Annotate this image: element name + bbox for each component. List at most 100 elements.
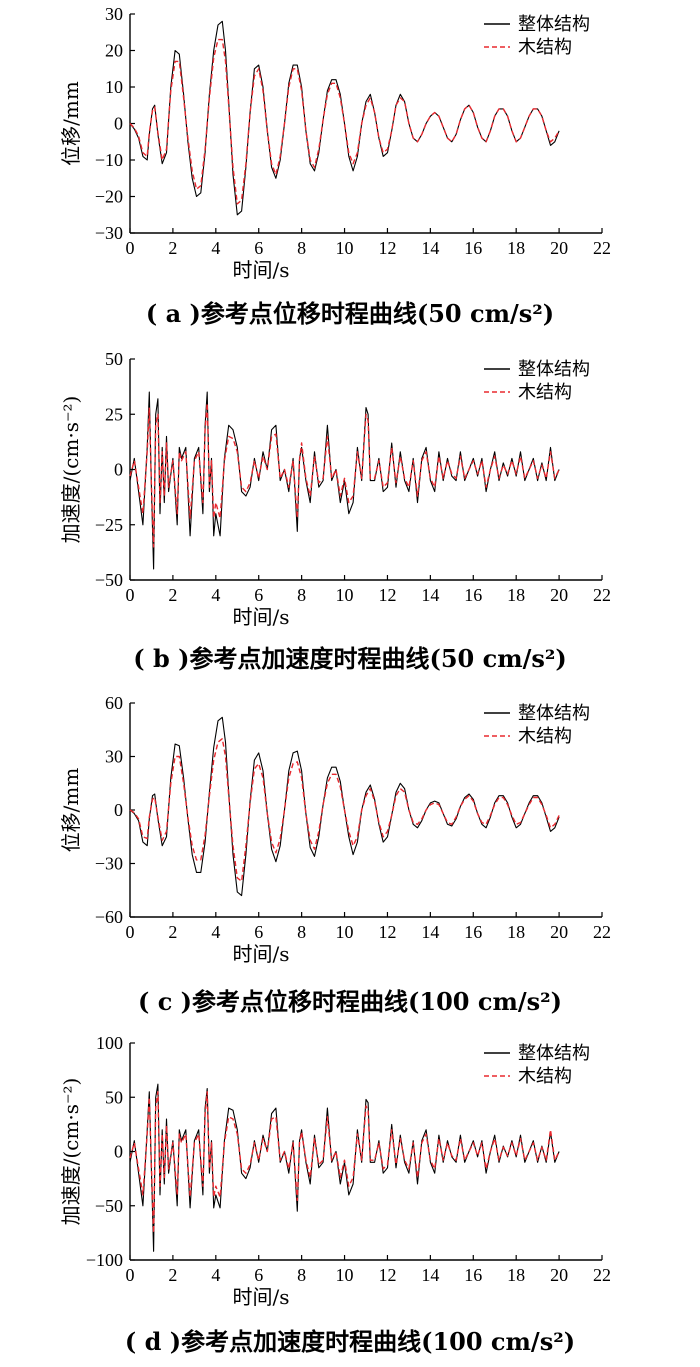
x-tick-label: 18 xyxy=(507,922,525,942)
x-tick-label: 0 xyxy=(126,238,135,258)
legend-label: 整体结构 xyxy=(518,359,590,380)
x-tick-label: 4 xyxy=(211,922,220,942)
x-tick-label: 18 xyxy=(507,585,525,605)
x-tick-label: 22 xyxy=(593,238,611,258)
legend-label: 整体结构 xyxy=(518,1043,590,1064)
x-tick-label: 8 xyxy=(297,238,306,258)
x-tick-label: 20 xyxy=(550,1265,568,1285)
y-tick-label: −30 xyxy=(95,854,123,874)
x-axis-label: 时间/s xyxy=(232,258,289,282)
x-tick-label: 0 xyxy=(126,1265,135,1285)
x-tick-label: 6 xyxy=(254,922,263,942)
chart-panel-c: 0 2 4 6 8 10 12 14 16 18 20 22 −60 −30 0 30 60 时间/s 位移/mm 整… xyxy=(59,693,611,1016)
legend-label: 木结构 xyxy=(518,37,572,58)
x-tick-label: 6 xyxy=(254,1265,263,1285)
x-tick-label: 8 xyxy=(297,922,306,942)
x-tick-label: 10 xyxy=(336,1265,354,1285)
legend-label: 木结构 xyxy=(518,1066,572,1087)
x-tick-label: 4 xyxy=(211,238,220,258)
y-axis-label: 位移/mm xyxy=(59,81,83,166)
y-tick-label: −50 xyxy=(95,570,123,590)
chart-panel-d: 0 2 4 6 8 10 12 14 16 18 20 22 −100 −50 0 50 100 时间/s 加速度/… xyxy=(59,1033,611,1356)
y-tick-label: −60 xyxy=(95,907,123,927)
y-tick-label: 0 xyxy=(114,460,123,480)
panel-caption: ( d )参考点加速度时程曲线(100 cm/s²) xyxy=(125,1327,575,1356)
x-tick-label: 20 xyxy=(550,238,568,258)
x-tick-label: 12 xyxy=(378,238,396,258)
x-tick-label: 12 xyxy=(378,585,396,605)
y-tick-label: −50 xyxy=(95,1196,123,1216)
y-tick-label: −25 xyxy=(95,515,123,535)
y-tick-label: 0 xyxy=(114,800,123,820)
x-tick-label: 16 xyxy=(464,1265,482,1285)
y-tick-label: −20 xyxy=(95,187,123,207)
x-tick-label: 6 xyxy=(254,585,263,605)
panel-caption: ( c )参考点位移时程曲线(100 cm/s²) xyxy=(138,987,562,1016)
x-tick-label: 22 xyxy=(593,922,611,942)
x-tick-label: 16 xyxy=(464,238,482,258)
x-tick-label: 10 xyxy=(336,922,354,942)
y-tick-label: 20 xyxy=(105,41,123,61)
y-tick-label: 50 xyxy=(105,1087,123,1107)
series-line-wood-structure xyxy=(129,738,560,882)
series-line-wood-structure xyxy=(129,1091,560,1234)
x-axis-label: 时间/s xyxy=(232,1285,289,1309)
x-tick-label: 12 xyxy=(378,922,396,942)
legend-label: 整体结构 xyxy=(518,14,590,35)
x-tick-label: 2 xyxy=(168,238,177,258)
panel-caption: ( a )参考点位移时程曲线(50 cm/s²) xyxy=(146,299,554,328)
series-line-wood-structure xyxy=(129,402,560,548)
x-tick-label: 0 xyxy=(126,585,135,605)
y-axis-label: 位移/mm xyxy=(59,768,83,853)
x-tick-label: 16 xyxy=(464,922,482,942)
x-tick-label: 6 xyxy=(254,238,263,258)
x-tick-label: 18 xyxy=(507,1265,525,1285)
x-tick-label: 16 xyxy=(464,585,482,605)
chart-panel-a: 0 2 4 6 8 10 12 14 16 18 20 22 −30 −20 −10 0 10 20 30 时间/s 位… xyxy=(59,4,611,328)
y-axis-label: 加速度/(cm·s⁻²) xyxy=(59,396,83,544)
y-tick-label: −30 xyxy=(95,223,123,243)
y-tick-label: 100 xyxy=(96,1033,123,1053)
x-tick-label: 10 xyxy=(336,585,354,605)
y-tick-label: −10 xyxy=(95,150,123,170)
y-tick-label: 30 xyxy=(105,4,123,24)
y-axis-label: 加速度/(cm·s⁻²) xyxy=(59,1078,83,1226)
y-tick-label: 10 xyxy=(105,77,123,97)
y-tick-label: 50 xyxy=(105,349,123,369)
x-tick-label: 2 xyxy=(168,1265,177,1285)
x-tick-label: 22 xyxy=(593,1265,611,1285)
x-tick-label: 14 xyxy=(421,238,439,258)
x-tick-label: 18 xyxy=(507,238,525,258)
series-line-whole-structure xyxy=(129,1083,560,1252)
legend-label: 木结构 xyxy=(518,382,572,403)
x-tick-label: 14 xyxy=(421,585,439,605)
panel-caption: ( b )参考点加速度时程曲线(50 cm/s²) xyxy=(133,644,566,673)
x-tick-label: 22 xyxy=(593,585,611,605)
x-tick-label: 12 xyxy=(378,1265,396,1285)
x-tick-label: 0 xyxy=(126,922,135,942)
x-tick-label: 4 xyxy=(211,585,220,605)
x-tick-label: 20 xyxy=(550,922,568,942)
legend-label: 木结构 xyxy=(518,726,572,747)
x-axis-label: 时间/s xyxy=(232,605,289,629)
series-line-wood-structure xyxy=(129,38,560,205)
x-tick-label: 8 xyxy=(297,1265,306,1285)
legend-label: 整体结构 xyxy=(518,703,590,724)
x-tick-label: 14 xyxy=(421,1265,439,1285)
series-line-whole-structure xyxy=(129,716,560,897)
x-tick-label: 20 xyxy=(550,585,568,605)
y-tick-label: 25 xyxy=(105,404,123,424)
x-axis-label: 时间/s xyxy=(232,942,289,966)
x-tick-label: 4 xyxy=(211,1265,220,1285)
y-tick-label: 60 xyxy=(105,693,123,713)
y-tick-label: 0 xyxy=(114,114,123,134)
y-tick-label: 0 xyxy=(114,1142,123,1162)
x-tick-label: 8 xyxy=(297,585,306,605)
x-tick-label: 10 xyxy=(336,238,354,258)
x-tick-label: 14 xyxy=(421,922,439,942)
y-tick-label: −100 xyxy=(86,1250,123,1270)
chart-panel-b: 0 2 4 6 8 10 12 14 16 18 20 22 −50 −25 0 25 50 时间/s 加速度/(c… xyxy=(59,349,611,673)
x-tick-label: 2 xyxy=(168,585,177,605)
